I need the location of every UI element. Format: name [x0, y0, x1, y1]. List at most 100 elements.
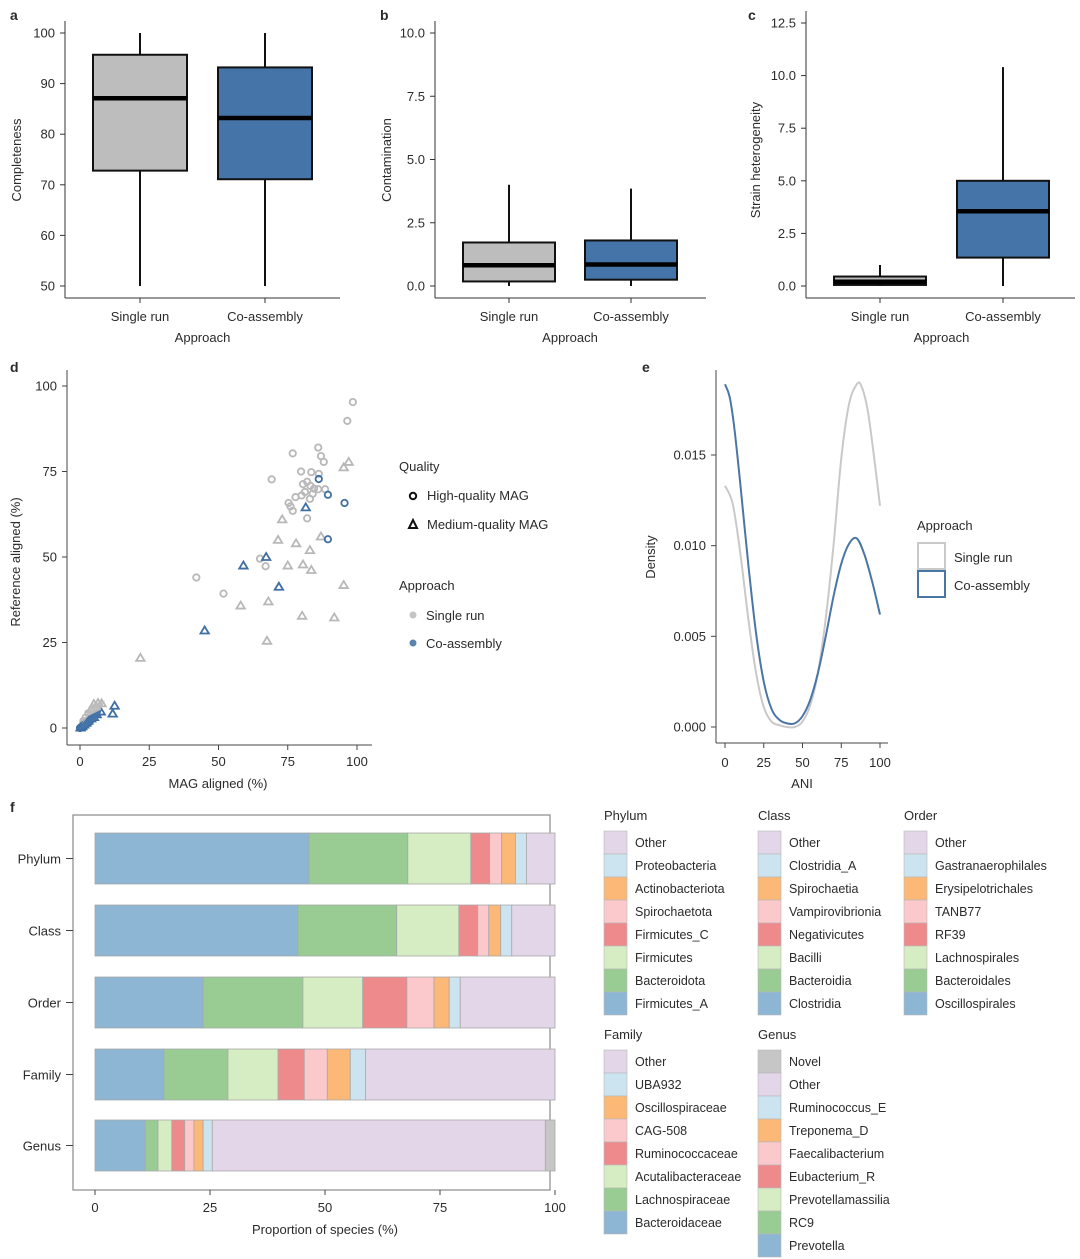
panel-a-category-single-run: Single run — [111, 309, 170, 324]
scatter-point-high-quality — [319, 457, 328, 467]
bar-segment-order-other — [459, 976, 556, 1029]
legend-item-label: Bacteroidales — [935, 974, 1011, 988]
scatter-point-high-quality — [192, 573, 201, 582]
legend-class: Class Other Clostridia_A Spirochaetia Vampir… — [757, 808, 881, 1016]
legend-item-label: Lachnospiraceae — [635, 1193, 730, 1207]
bar-segment-genus-treponema_d — [193, 1119, 204, 1172]
panel-f-x-axis-label: Proportion of species (%) — [252, 1222, 398, 1237]
legend-swatch — [603, 968, 628, 993]
legend-item-label: Negativicutes — [789, 928, 864, 942]
panel-d-legend-quality: Quality High-quality MAG Medium-quality … — [399, 459, 548, 532]
panel-b-y-axis-label: Contamination — [379, 118, 394, 202]
bar-segment-family-acutalibacteraceae — [227, 1048, 279, 1101]
legend-item-label: Acutalibacteraceae — [635, 1170, 741, 1184]
bar-segment-phylum-firmicutes_a — [94, 832, 310, 885]
legend-swatch — [603, 876, 628, 901]
legend-phylum-title: Phylum — [604, 808, 647, 823]
panel-d-x-tick-label: 100 — [346, 754, 368, 769]
panel-e-x-tick-label: 50 — [795, 755, 809, 770]
scatter-point-medium-quality — [315, 530, 327, 541]
panel-b-y-tick-label: 0.0 — [407, 279, 425, 294]
legend-item-label: Oscillospiraceae — [635, 1101, 727, 1115]
panel-a-y-tick-label: 70 — [41, 177, 55, 192]
legend-swatch — [603, 1072, 628, 1097]
legend-item-label: UBA932 — [635, 1078, 682, 1092]
legend-single-run-dot-icon — [409, 611, 417, 619]
legend-family-title: Family — [604, 1027, 643, 1042]
scatter-point-medium-quality — [198, 624, 211, 635]
legend-swatch — [603, 922, 628, 947]
legend-swatch — [757, 1118, 782, 1143]
legend-swatch — [903, 830, 928, 855]
legend-high-quality-circle-icon — [408, 491, 418, 501]
scatter-point-medium-quality — [337, 461, 350, 472]
legend-item-label: Firmicutes_A — [635, 997, 709, 1011]
panel-e-legend: Approach Single run Co-assembly — [917, 518, 1030, 598]
legend-item-label: Proteobacteria — [635, 859, 716, 873]
legend-swatch — [757, 1164, 782, 1189]
panel-a-y-axis-label: Completeness — [9, 118, 24, 202]
legend-swatch — [903, 876, 928, 901]
bar-segment-phylum-bacteroidota — [308, 832, 409, 885]
bar-segment-order-gastranaerophilales — [448, 976, 461, 1029]
panel-c-y-tick-label: 10.0 — [771, 68, 796, 83]
density-line-co-assembly — [724, 383, 881, 726]
legend-swatch — [603, 1049, 628, 1074]
scatter-point-high-quality — [314, 469, 323, 478]
panel-f-category-phylum: Phylum — [18, 852, 61, 867]
legend-item-label: Other — [789, 1078, 820, 1092]
bar-segment-genus-prevotella — [94, 1119, 146, 1172]
panel-d-x-tick-label: 0 — [76, 754, 83, 769]
legend-item-label: Lachnospirales — [935, 951, 1019, 965]
legend-swatch — [757, 991, 782, 1016]
legend-genus-title: Genus — [758, 1027, 797, 1042]
legend-order: Order Other Gastranaerophilales Erysipelotr… — [903, 808, 1047, 1016]
bar-segment-genus-other — [211, 1119, 546, 1172]
panel-b-box-co-assembly — [584, 239, 678, 281]
panel-f-category-order: Order — [28, 996, 62, 1011]
panel-d-y-tick-label: 100 — [35, 379, 57, 394]
legend-item-label: Clostridia — [789, 997, 841, 1011]
panel-d-legend-approach: Approach Single run Co-assembly — [399, 578, 502, 651]
legend-item-label: Prevotellamassilia — [789, 1193, 890, 1207]
panel-c-y-tick-label: 5.0 — [778, 173, 796, 188]
legend-co-assembly-label: Co-assembly — [954, 578, 1030, 593]
legend-swatch — [603, 1164, 628, 1189]
bar-segment-order-lachnospirales — [302, 976, 364, 1029]
bar-segment-class-vampirovibrionia — [477, 904, 490, 957]
panel-label-c: c — [748, 7, 756, 23]
legend-item-label: Spirochaetota — [635, 905, 712, 919]
bar-segment-family-oscillospiraceae — [326, 1048, 351, 1101]
legend-swatch — [757, 1210, 782, 1235]
panel-b-y-tick-label: 2.5 — [407, 215, 425, 230]
bar-segment-class-bacilli — [396, 904, 460, 957]
panel-f-category-class: Class — [28, 924, 61, 939]
panel-e-x-tick-label: 0 — [721, 755, 728, 770]
bar-segment-phylum-proteobacteria — [515, 832, 527, 885]
panel-d-y-axis-label: Reference aligned (%) — [8, 497, 23, 626]
legend-swatch — [757, 876, 782, 901]
panel-b-y-tick-label: 7.5 — [407, 89, 425, 104]
panel-d-y-tick-label: 75 — [43, 464, 57, 479]
scatter-point-medium-quality — [273, 581, 285, 591]
legend-swatch — [757, 1141, 782, 1166]
scatter-point-high-quality — [261, 562, 270, 571]
panel-c-y-axis-label: Strain heterogeneity — [748, 101, 763, 218]
panel-f-x-tick-label: 100 — [544, 1200, 566, 1215]
bar-segment-order-rf39 — [362, 976, 408, 1029]
panel-e-x-axis-label: ANI — [791, 776, 813, 791]
panel-label-e: e — [642, 359, 650, 375]
panel-a-completeness-boxplot: Completeness Approach Single run Co-asse… — [9, 21, 340, 345]
panel-c-box-co-assembly — [956, 179, 1050, 259]
legend-item-label: Erysipelotrichales — [935, 882, 1033, 896]
scatter-point-medium-quality — [106, 707, 119, 718]
panel-label-f: f — [10, 799, 15, 815]
panel-label-a: a — [10, 7, 18, 23]
bar-segment-genus-faecalibacterium — [184, 1119, 195, 1172]
legend-item-label: TANB77 — [935, 905, 981, 919]
panel-e-y-tick-label: 0.015 — [673, 448, 706, 463]
scatter-cluster-co-assembly — [77, 709, 103, 730]
bar-segment-phylum-firmicutes_c — [470, 832, 491, 885]
scatter-point-high-quality — [309, 484, 319, 493]
